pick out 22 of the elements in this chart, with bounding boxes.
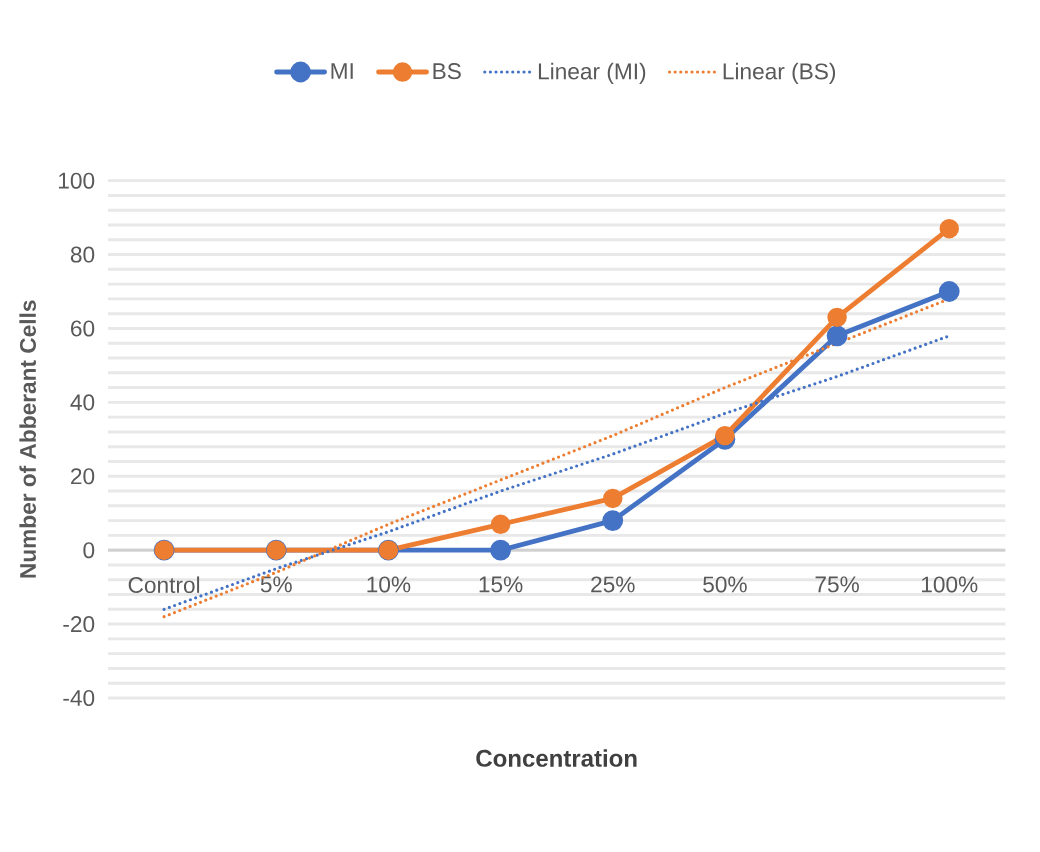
x-axis-title: Concentration xyxy=(476,749,637,767)
y-tick-label: 80 xyxy=(70,246,95,263)
legend-label: Linear (BS) xyxy=(723,62,836,84)
y-axis-title: Number of Abberant Cells xyxy=(19,300,36,578)
x-tick-label: Control xyxy=(128,576,200,594)
x-tick-label: 15% xyxy=(479,576,523,593)
x-tick-label: 25% xyxy=(591,576,635,593)
x-tick-label: 50% xyxy=(703,576,747,593)
legend-label: BS xyxy=(433,63,461,80)
y-tick-label: -40 xyxy=(63,689,95,707)
y-tick-label: 0 xyxy=(83,542,95,559)
y-tick-label: 60 xyxy=(71,320,95,337)
y-tick-label: 100 xyxy=(59,172,95,189)
y-tick-label: 20 xyxy=(71,468,95,485)
y-tick-label: -20 xyxy=(63,616,95,633)
x-tick-label: 100% xyxy=(922,576,978,593)
legend-label: Linear (MI) xyxy=(538,62,646,84)
x-tick-label: 5% xyxy=(260,576,292,593)
x-tick-label: 75% xyxy=(815,576,859,593)
x-tick-label: 10% xyxy=(367,576,411,593)
y-tick-label: 40 xyxy=(70,394,95,411)
legend-label: MI xyxy=(331,63,353,79)
